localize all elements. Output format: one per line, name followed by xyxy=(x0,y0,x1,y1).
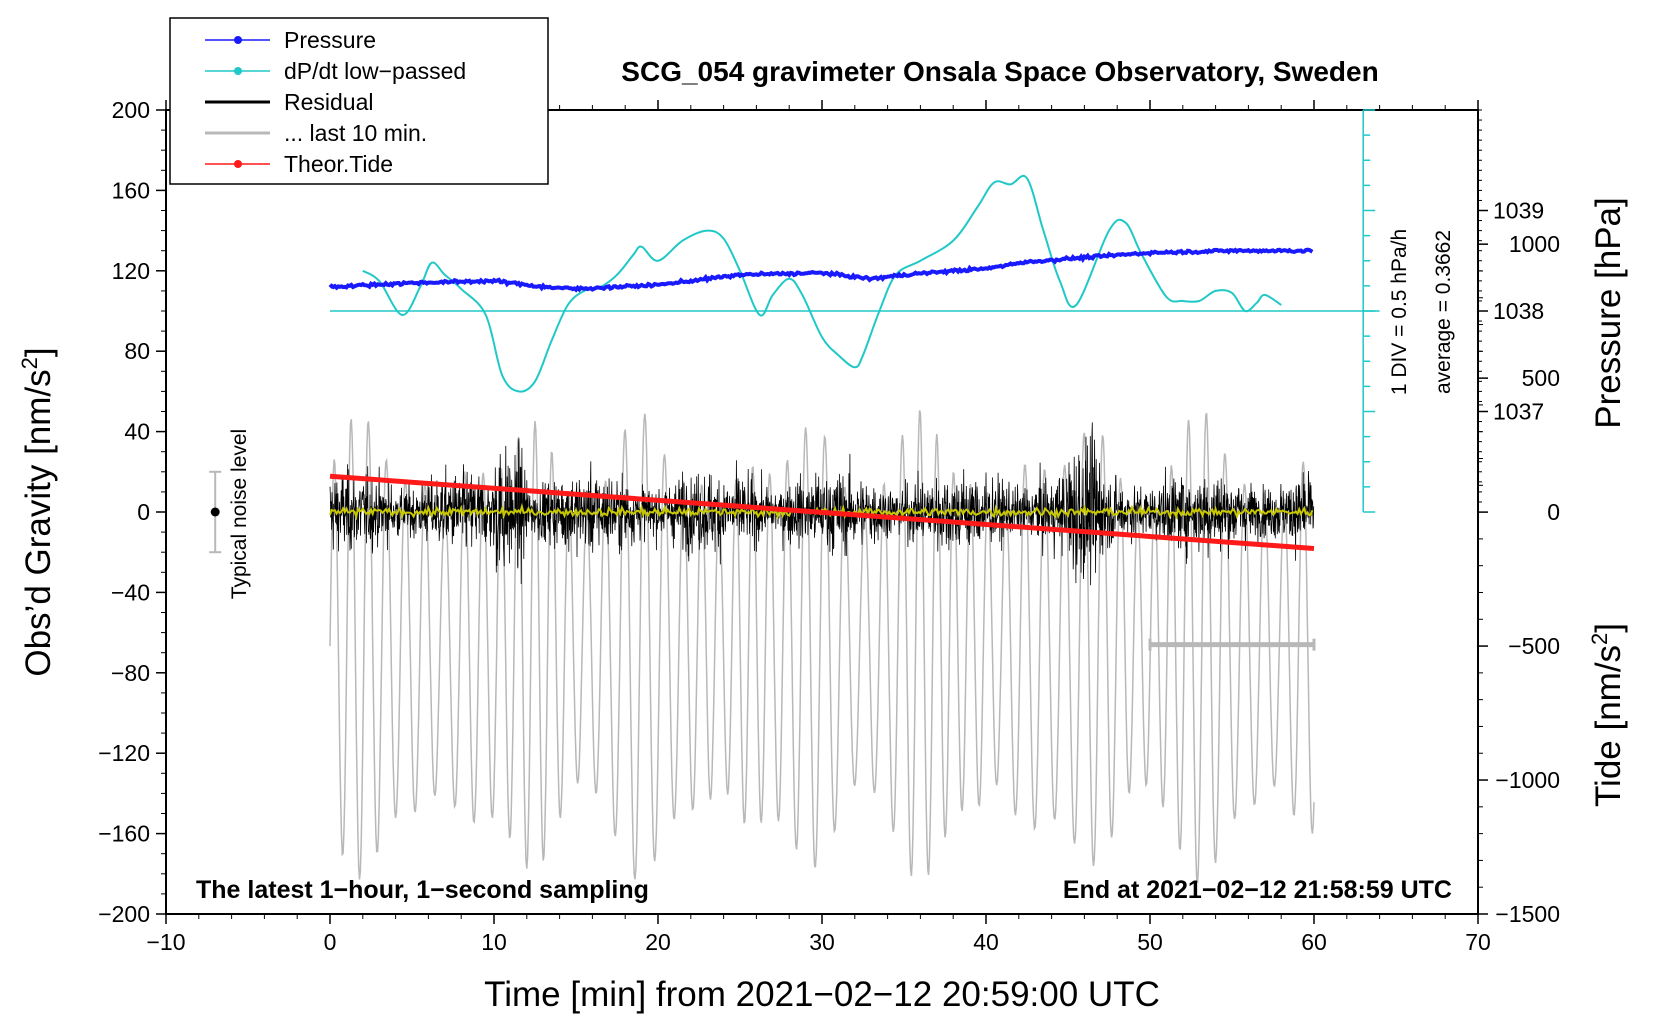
noise-bar-center xyxy=(210,507,220,517)
tide-tick-label: 500 xyxy=(1522,365,1560,391)
x-tick-label: 0 xyxy=(324,929,337,955)
axes-layer: −10 0 10 20 30 40 50 60 70 200 160 120 80 40 0 −40 −80 −1… xyxy=(98,97,1560,955)
annotation-layer xyxy=(209,470,1316,651)
legend-label: dP/dt low−passed xyxy=(284,58,466,84)
y-axis-label-tide: Tide [nm/s2] xyxy=(1587,623,1628,807)
y-tick-label: −120 xyxy=(98,740,150,766)
data-layer xyxy=(328,109,1380,884)
legend-marker xyxy=(234,160,242,168)
tide-tick-label: −500 xyxy=(1508,633,1560,659)
x-tick-label: 20 xyxy=(645,929,671,955)
tide-tick-label: 0 xyxy=(1547,499,1560,525)
x-tick-label: 70 xyxy=(1465,929,1491,955)
div-scale-label: 1 DIV = 0.5 hPa/h xyxy=(1388,229,1411,395)
y-tick-label: −200 xyxy=(98,901,150,927)
end-time-note: End at 2021−02−12 21:58:59 UTC xyxy=(1063,876,1452,904)
series-dpdt-line xyxy=(362,174,1282,393)
pressure-tick-label: 1039 xyxy=(1493,198,1544,224)
x-axis-label: Time [min] from 2021−02−12 20:59:00 UTC xyxy=(484,975,1160,1014)
y-tick-label: 0 xyxy=(137,499,150,525)
tide-tick-label: −1000 xyxy=(1495,767,1560,793)
x-tick-label: −10 xyxy=(146,929,185,955)
y-tick-label: −80 xyxy=(111,660,150,686)
y-tick-label: −160 xyxy=(98,821,150,847)
legend-marker xyxy=(234,67,242,75)
y-tick-label: 200 xyxy=(112,97,150,123)
y-tick-label: 80 xyxy=(124,338,150,364)
sampling-note: The latest 1−hour, 1−second sampling xyxy=(196,876,649,904)
y-axis-label-pressure: Pressure [hPa] xyxy=(1589,197,1628,429)
y-tick-label: −40 xyxy=(111,579,150,605)
x-tick-label: 60 xyxy=(1301,929,1327,955)
average-label: average = 0.3662 xyxy=(1432,230,1455,394)
noise-level-label: Typical noise level xyxy=(228,429,251,599)
y-tick-label: 120 xyxy=(112,258,150,284)
tide-tick-label: −1500 xyxy=(1495,901,1560,927)
series-theor-tide-line xyxy=(329,473,1315,552)
pressure-tick-label: 1037 xyxy=(1493,399,1544,425)
chart-title: SCG_054 gravimeter Onsala Space Observat… xyxy=(621,56,1378,87)
pressure-tick-label: 1038 xyxy=(1493,298,1544,324)
legend-label: Pressure xyxy=(284,27,376,53)
x-tick-label: 40 xyxy=(973,929,999,955)
x-tick-label: 30 xyxy=(809,929,835,955)
x-tick-label: 50 xyxy=(1137,929,1163,955)
legend-marker xyxy=(234,36,242,44)
x-tick-label: 10 xyxy=(481,929,507,955)
y-axis-label-gravity: Obs’d Gravity [nm/s2] xyxy=(17,347,58,676)
legend-label: Residual xyxy=(284,89,374,115)
legend-label: Theor.Tide xyxy=(284,151,393,177)
y-tick-label: 40 xyxy=(124,419,150,445)
legend: Pressure dP/dt low−passed Residual ... last… xyxy=(169,17,549,185)
series-pressure-line xyxy=(328,247,1314,293)
tide-tick-label: 1000 xyxy=(1509,231,1560,257)
y-tick-label: 160 xyxy=(112,177,150,203)
legend-label: ... last 10 min. xyxy=(284,120,427,146)
